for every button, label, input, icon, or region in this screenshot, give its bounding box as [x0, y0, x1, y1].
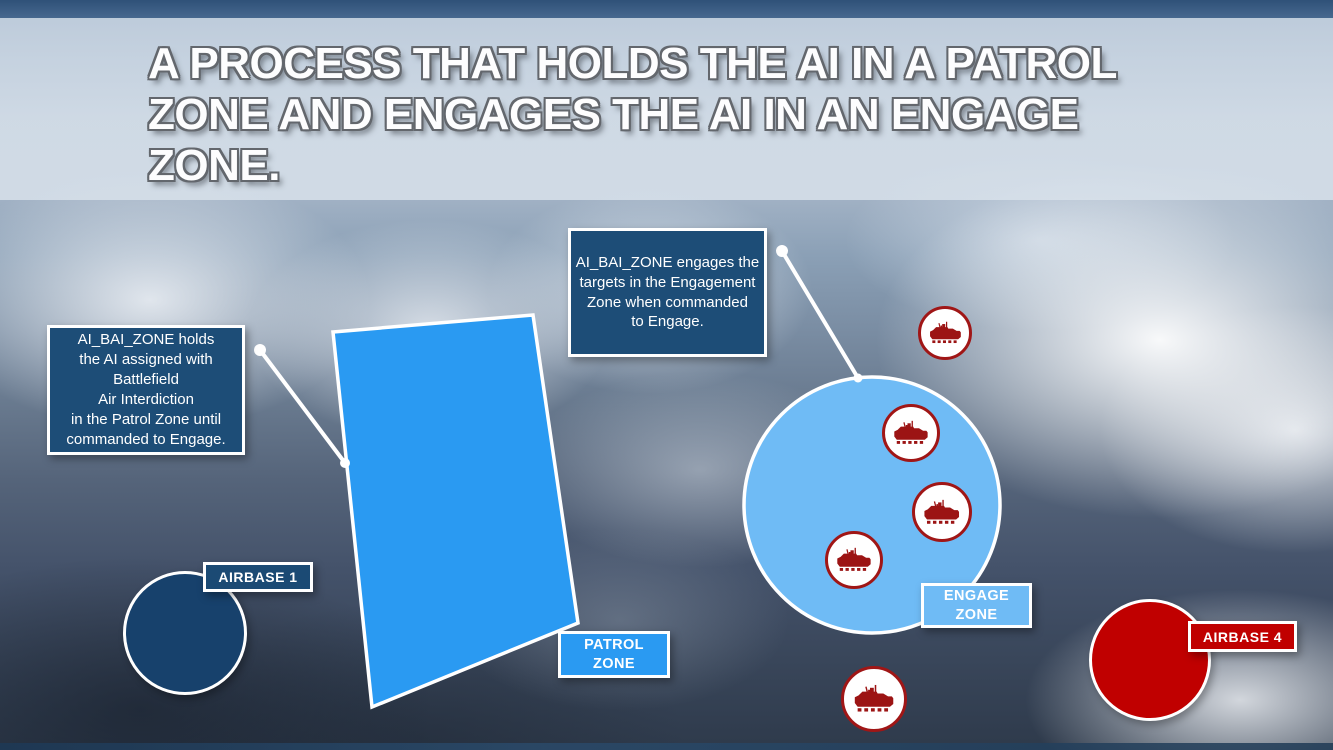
- target-tank-icon-5[interactable]: [841, 666, 907, 732]
- airbase-4-circle[interactable]: [1089, 599, 1211, 721]
- target-tank-icon-1[interactable]: [918, 306, 972, 360]
- connector-dot: [776, 245, 788, 257]
- engage-zone-label[interactable]: ENGAGE ZONE: [921, 583, 1032, 628]
- callout-connector-engage: [780, 249, 860, 380]
- connector-dot: [340, 458, 350, 468]
- target-tank-icon-3[interactable]: [912, 482, 972, 542]
- patrol-zone-label[interactable]: PATROL ZONE: [558, 631, 670, 678]
- tank-icon: [855, 685, 894, 712]
- tank-icon: [929, 321, 961, 344]
- target-tank-icon-4[interactable]: [825, 531, 883, 589]
- airbase-1-label[interactable]: AIRBASE 1: [203, 562, 313, 592]
- patrol-zone-shape[interactable]: [331, 313, 580, 710]
- slide-title: A PROCESS THAT HOLDS THE AI IN A PATROL …: [148, 39, 1117, 191]
- bottom-edge-strip: [0, 743, 1333, 750]
- tank-icon: [924, 499, 960, 524]
- callout-connector-patrol: [258, 348, 347, 465]
- tank-icon: [837, 548, 871, 572]
- airbase-4-label[interactable]: AIRBASE 4: [1188, 621, 1297, 652]
- connector-dot: [254, 344, 266, 356]
- target-tank-icon-2[interactable]: [882, 404, 940, 462]
- connector-dot: [853, 373, 863, 383]
- title-band: A PROCESS THAT HOLDS THE AI IN A PATROL …: [0, 18, 1333, 200]
- tank-icon: [894, 421, 928, 445]
- callout-patrol-hold[interactable]: AI_BAI_ZONE holds the AI assigned with B…: [47, 325, 245, 455]
- callout-engage-targets[interactable]: AI_BAI_ZONE engages the targets in the E…: [568, 228, 767, 357]
